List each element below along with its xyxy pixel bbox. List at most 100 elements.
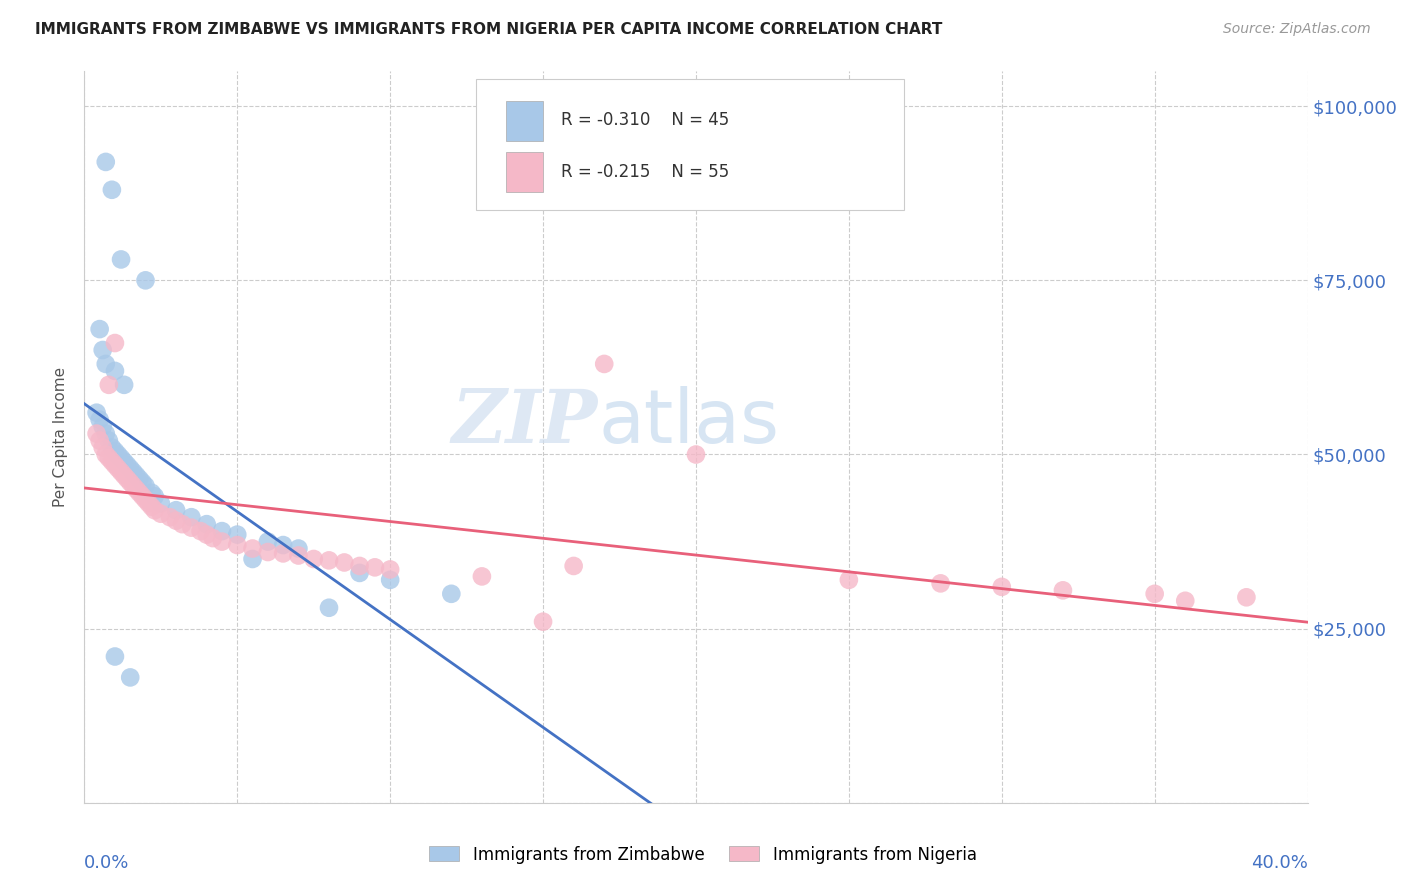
Point (333, 556, 356, 570)
Point (302, 552, 325, 566)
Point (110, 465, 132, 479)
Point (143, 503, 166, 517)
Point (97, 450, 120, 465)
Point (1236, 591, 1258, 605)
Point (125, 483, 148, 497)
Point (97, 434, 120, 448)
Point (131, 475, 153, 490)
Point (242, 541, 264, 556)
Point (471, 569, 494, 583)
Point (120, 670, 142, 684)
Point (991, 580, 1014, 594)
Point (440, 587, 463, 601)
Point (89, 412, 111, 426)
Point (190, 524, 212, 538)
Point (135, 492, 157, 507)
Point (201, 531, 224, 545)
Point (115, 472, 138, 486)
Point (287, 541, 309, 556)
Point (101, 183, 124, 197)
Point (318, 600, 340, 615)
Point (89, 322, 111, 336)
Point (562, 558, 585, 573)
Point (165, 503, 187, 517)
Point (929, 576, 952, 591)
Point (91, 343, 114, 357)
Point (104, 458, 127, 472)
Text: Source: ZipAtlas.com: Source: ZipAtlas.com (1223, 22, 1371, 37)
Text: IMMIGRANTS FROM ZIMBABWE VS IMMIGRANTS FROM NIGERIA PER CAPITA INCOME CORRELATIO: IMMIGRANTS FROM ZIMBABWE VS IMMIGRANTS F… (35, 22, 942, 37)
Point (94, 155, 117, 169)
Point (180, 521, 202, 535)
Point (593, 357, 616, 371)
Point (115, 458, 138, 472)
Point (89, 434, 111, 448)
Point (94, 357, 117, 371)
Point (94, 448, 117, 462)
Point (120, 475, 142, 490)
Point (104, 444, 127, 458)
Point (125, 468, 148, 483)
Point (1143, 587, 1166, 601)
Point (128, 472, 150, 486)
Point (364, 560, 387, 574)
Point (380, 562, 402, 576)
Point (91, 441, 114, 455)
Point (226, 538, 249, 552)
Point (135, 273, 157, 287)
Point (91, 419, 114, 434)
Point (287, 549, 309, 563)
Point (159, 510, 181, 524)
Point (271, 546, 294, 560)
Point (135, 479, 157, 493)
Point (172, 517, 194, 532)
Point (112, 468, 135, 483)
Point (94, 426, 117, 441)
Point (318, 553, 340, 567)
Point (257, 534, 280, 549)
FancyBboxPatch shape (506, 152, 543, 192)
Point (211, 534, 233, 549)
Point (138, 496, 160, 510)
Point (141, 500, 163, 514)
FancyBboxPatch shape (475, 78, 904, 211)
Point (112, 454, 135, 468)
Point (195, 527, 218, 541)
Point (143, 489, 166, 503)
Point (128, 485, 150, 500)
Point (211, 524, 233, 538)
Point (165, 514, 187, 528)
Point (838, 573, 860, 587)
Point (226, 527, 249, 541)
Point (1052, 583, 1074, 598)
Point (195, 517, 218, 532)
Point (257, 545, 280, 559)
Point (101, 441, 124, 455)
Point (349, 566, 371, 580)
Legend: Immigrants from Zimbabwe, Immigrants from Nigeria: Immigrants from Zimbabwe, Immigrants fro… (423, 839, 983, 871)
Point (380, 573, 402, 587)
Point (110, 252, 132, 267)
FancyBboxPatch shape (506, 101, 543, 141)
Point (112, 377, 135, 392)
Point (107, 448, 129, 462)
Text: 0.0%: 0.0% (84, 854, 129, 872)
Point (122, 465, 145, 479)
Point (120, 461, 142, 475)
Text: atlas: atlas (598, 386, 779, 459)
Text: R = -0.215    N = 55: R = -0.215 N = 55 (561, 162, 730, 180)
Y-axis label: Per Capita Income: Per Capita Income (53, 367, 69, 508)
Point (149, 496, 172, 510)
Point (242, 552, 264, 566)
Point (104, 364, 127, 378)
Point (271, 538, 294, 552)
Point (131, 489, 153, 503)
Text: 40.0%: 40.0% (1251, 854, 1308, 872)
Point (86, 426, 108, 441)
Point (104, 649, 127, 664)
Point (180, 510, 202, 524)
Point (86, 406, 108, 420)
Point (122, 479, 145, 493)
Point (349, 558, 371, 573)
Point (101, 454, 124, 468)
